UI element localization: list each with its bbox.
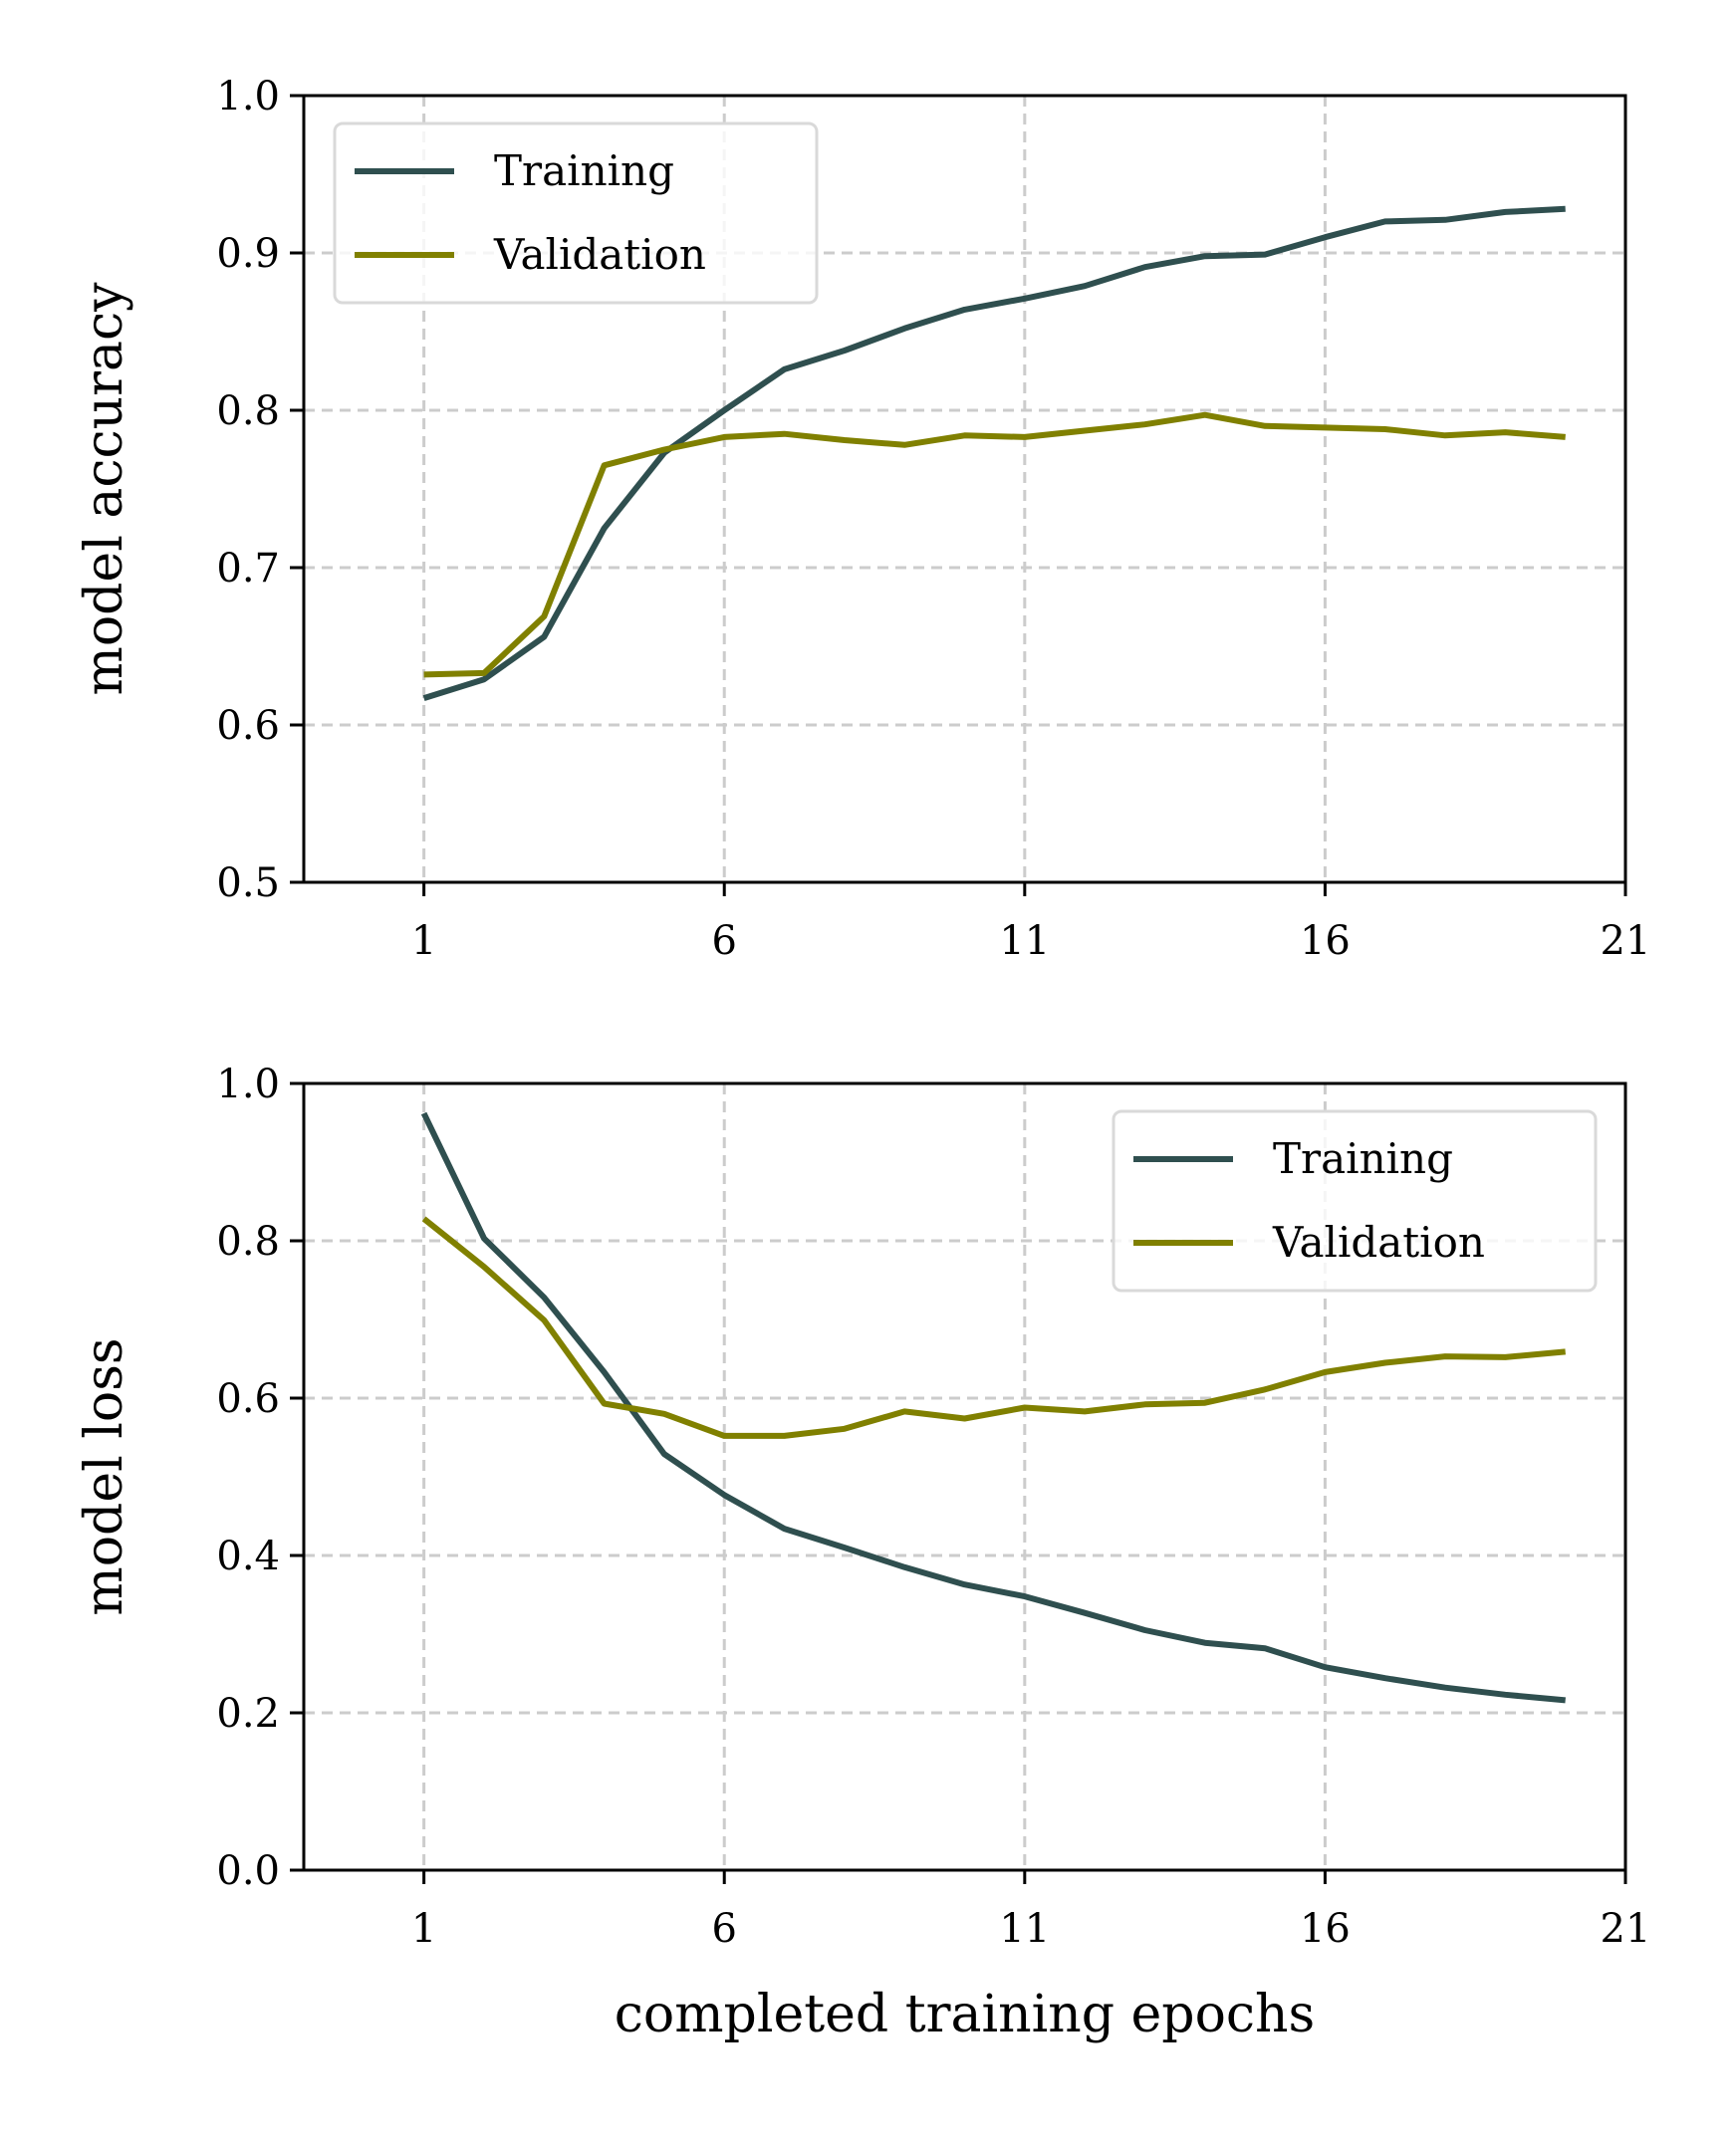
y-tick-label: 0.6 (216, 1376, 280, 1422)
series-line-training (420, 1111, 1566, 1704)
legend-box (333, 121, 819, 305)
y-tick-label: 0.9 (216, 231, 280, 277)
x-tick-label: 1 (411, 918, 436, 964)
axes-frame (302, 94, 1627, 884)
legend-box (1112, 1109, 1598, 1293)
x-tick-label: 11 (999, 918, 1050, 964)
legend-label-validation: Validation (493, 230, 706, 279)
y-tick-label: 0.6 (216, 703, 280, 749)
legend-label-training: Training (1273, 1134, 1453, 1183)
y-tick-label: 1.0 (216, 1062, 280, 1107)
x-tick-label: 11 (999, 1906, 1050, 1952)
x-tick-label: 21 (1601, 1906, 1651, 1952)
series-line-validation (423, 411, 1566, 678)
y-tick-label: 1.0 (216, 74, 280, 119)
x-tick-label: 21 (1601, 918, 1651, 964)
x-tick-label: 16 (1300, 1906, 1351, 1952)
x-tick-label: 16 (1300, 918, 1351, 964)
y-tick-label: 0.2 (216, 1691, 280, 1737)
legend-label-validation: Validation (1272, 1218, 1485, 1267)
y-tick-label: 0.4 (216, 1534, 280, 1579)
y-tick-label: 0.8 (216, 1219, 280, 1265)
y-tick-label: 0.8 (216, 388, 280, 434)
x-tick-label: 1 (411, 1906, 436, 1952)
y-axis-label: model loss (75, 1337, 134, 1615)
y-axis-label: model accuracy (75, 282, 134, 696)
legend: Training Validation (333, 121, 819, 305)
x-axis-label: completed training epochs (615, 1985, 1315, 2044)
legend-label-training: Training (494, 146, 674, 195)
series-line-validation (421, 1216, 1566, 1439)
legend: Training Validation (1112, 1109, 1598, 1293)
axes-frame (302, 1081, 1627, 1872)
y-tick-label: 0.7 (216, 546, 280, 592)
x-tick-label: 6 (712, 918, 737, 964)
y-tick-label: 0.0 (216, 1848, 280, 1894)
y-tick-label: 0.5 (216, 860, 280, 906)
x-tick-label: 6 (712, 1906, 737, 1952)
series-line-training (422, 205, 1566, 701)
